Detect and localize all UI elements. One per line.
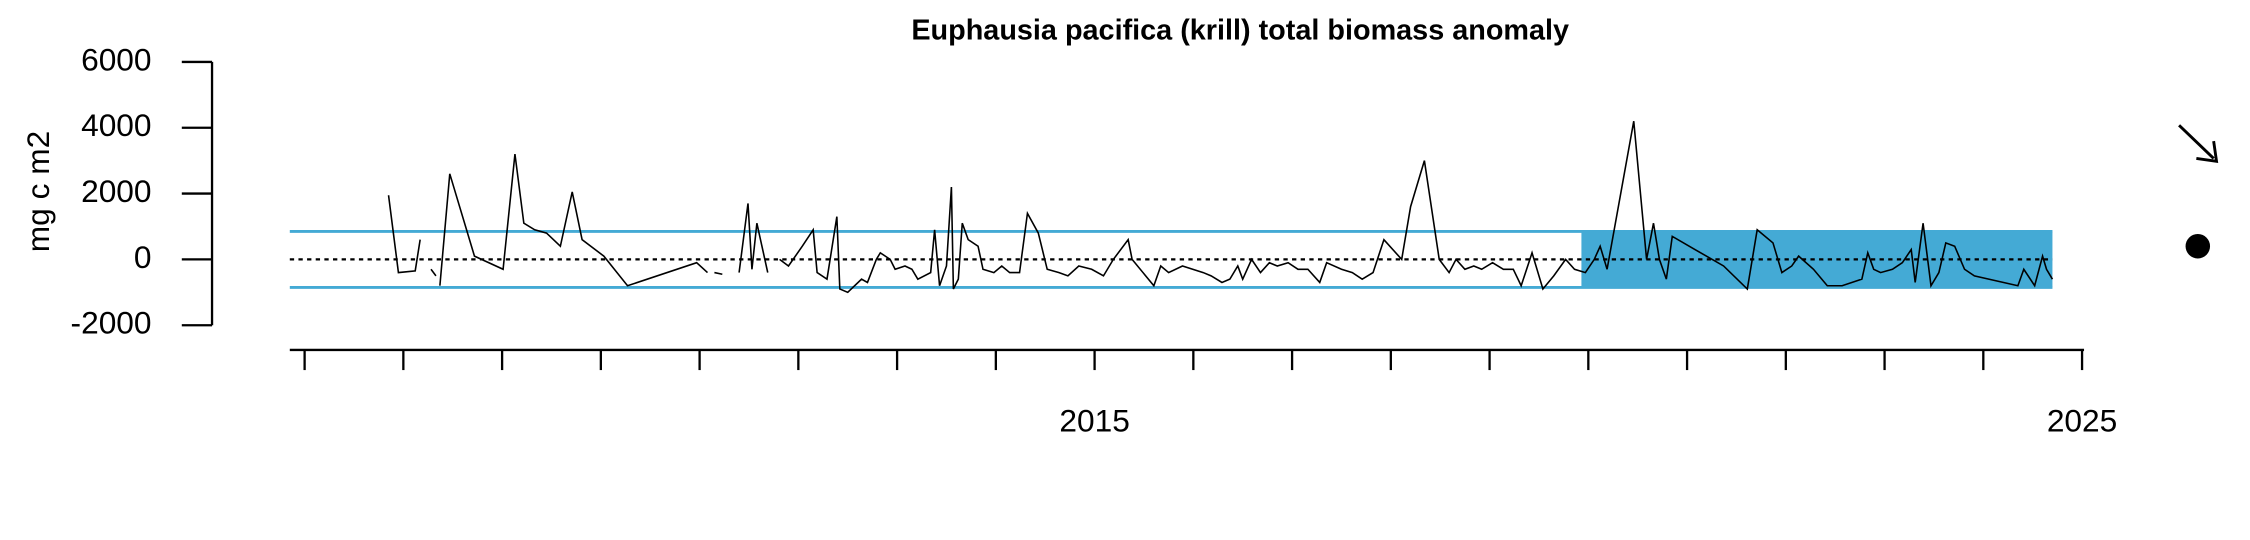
status-dot: [2185, 234, 2211, 259]
data-line: [387, 121, 2054, 294]
y-tick-label: 2000: [81, 173, 151, 209]
recent-period-shade: [1581, 231, 2053, 288]
trend-arrow: [2178, 124, 2219, 163]
y-tick-label: 6000: [81, 41, 151, 77]
y-axis-label: mg c m2: [20, 131, 56, 252]
chart-title: Euphausia pacifica (krill) total biomass…: [911, 14, 1569, 46]
y-tick-label: -2000: [71, 305, 152, 341]
x-tick-label: 2025: [2047, 403, 2117, 439]
x-tick-label: 2015: [1059, 403, 1129, 439]
y-tick-label: 4000: [81, 107, 151, 143]
y-tick-label: 0: [134, 239, 152, 275]
